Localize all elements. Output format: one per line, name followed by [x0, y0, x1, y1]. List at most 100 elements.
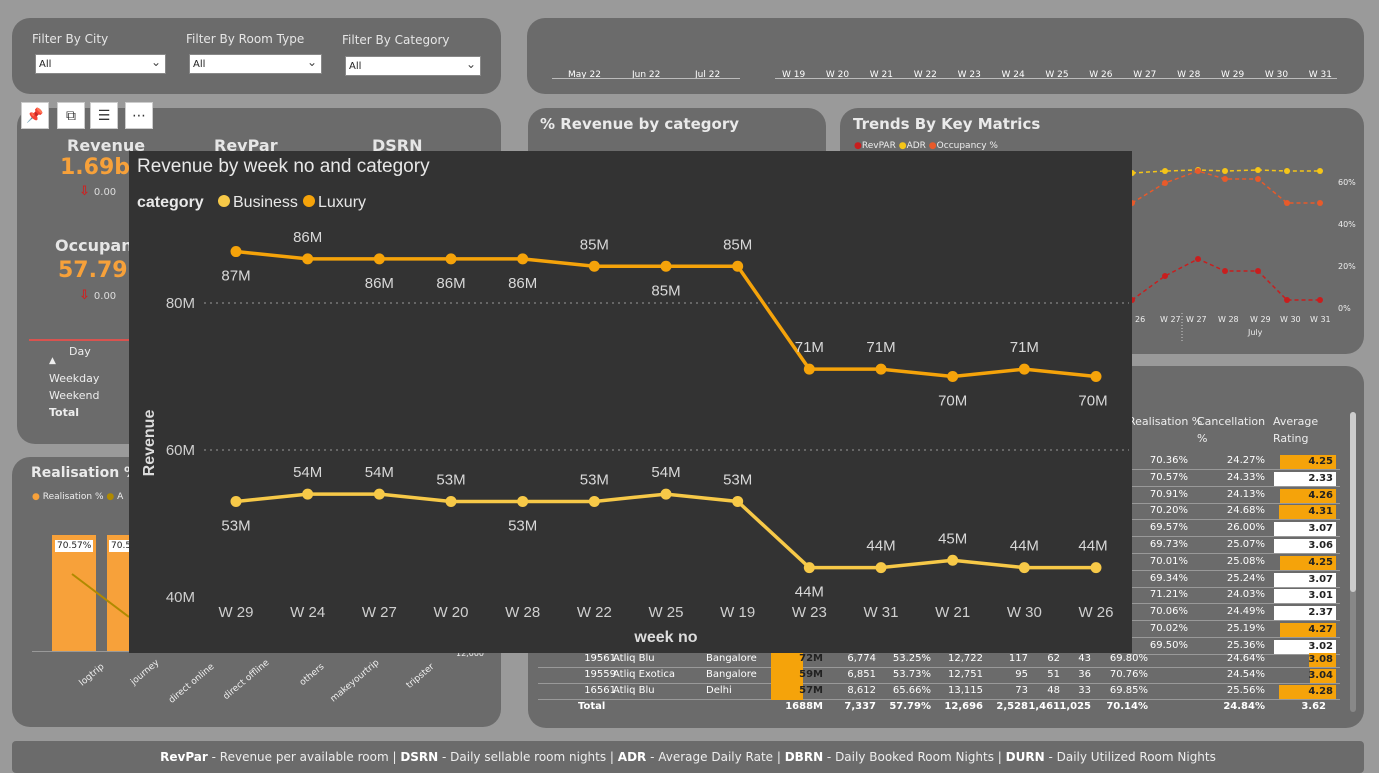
data-point — [517, 495, 529, 507]
table-row[interactable]: 69.73% 25.07% 3.06 — [1128, 538, 1340, 554]
cell-c2: 65.66% — [892, 685, 931, 696]
data-point — [1090, 562, 1102, 574]
city-filter-select[interactable]: All ⌄ — [35, 54, 166, 74]
x-tick: W 27 — [1160, 315, 1181, 324]
room-type-filter-select[interactable]: All ⌄ — [189, 54, 322, 74]
revenue-by-week-chart[interactable]: Revenue by week no and category category… — [129, 151, 1132, 653]
x-tick: W 27 — [1186, 315, 1207, 324]
cell-c6: 36 — [1078, 669, 1091, 680]
x-tick-label: W 21 — [935, 604, 970, 621]
total-c2: 57.79% — [889, 701, 931, 712]
footer-desc: - Average Daily Rate | — [646, 750, 785, 764]
overlay-series: 87M 86M 86M 86M 86M 85M 85M 85M 71M 71M 70M 71M 70M 5… — [221, 229, 1107, 601]
table-row[interactable]: 71.21% 24.03% 3.01 — [1128, 588, 1340, 605]
week-option[interactable]: W 25 — [1045, 70, 1069, 80]
bar-data-label: 70.5 — [109, 540, 134, 552]
rating-value: 3.02 — [1274, 639, 1336, 654]
table-row[interactable]: 16561 Atliq Blu Delhi 57M 8,612 65.66% 13,115 7… — [538, 684, 1340, 700]
realisation-legend: ● Realisation % ● A — [32, 492, 123, 502]
x-tick: W 29 — [1250, 315, 1271, 324]
week-divider — [775, 78, 1337, 79]
col-header-rating[interactable]: Average Rating — [1273, 415, 1319, 445]
data-label: 45M — [938, 530, 967, 547]
cell-realisation: 70.20% — [1149, 505, 1188, 517]
y-tick-label: 80M — [166, 295, 195, 312]
legend-dot: ● — [854, 141, 862, 151]
table-row[interactable]: 70.06% 24.49% 2.37 — [1128, 605, 1340, 622]
week-option[interactable]: W 20 — [825, 70, 850, 80]
month-option[interactable]: Jul 22 — [695, 70, 721, 80]
x-tick-label: W 31 — [863, 604, 898, 621]
table-row[interactable]: 70.91% 24.13% 4.26 — [1128, 488, 1340, 504]
data-point — [373, 253, 385, 265]
cell-realisation: 69.34% — [1149, 572, 1188, 584]
table-row[interactable]: 70.02% 25.19% 4.27 — [1128, 622, 1340, 638]
rating-value: 2.37 — [1274, 606, 1336, 621]
category-filter-select[interactable]: All ⌄ — [345, 56, 481, 76]
week-option[interactable]: W 26 — [1089, 70, 1113, 80]
realisation-title: Realisation % a — [31, 465, 153, 481]
data-point — [732, 260, 744, 272]
table-row[interactable]: 70.57% 24.33% 2.33 — [1128, 471, 1340, 487]
week-option[interactable]: W 31 — [1308, 70, 1333, 80]
overlay-chart-title: Revenue by week no and category — [137, 156, 430, 177]
realisation-bar[interactable] — [52, 535, 96, 651]
rating-bar — [1279, 623, 1336, 637]
cell-id: 16561 — [584, 685, 616, 696]
table-row[interactable]: 19559 Atliq Exotica Bangalore 59M 6,851 53.73… — [538, 668, 1340, 684]
table-row[interactable]: 19561 Atliq Blu Bangalore 72M 6,774 53.25% 12,… — [538, 652, 1340, 668]
week-option[interactable]: W 19 — [782, 70, 806, 80]
overlay-legend-title: category — [137, 194, 204, 211]
revenue-title: Revenue — [67, 136, 146, 155]
data-point — [947, 371, 959, 382]
data-point — [302, 488, 314, 500]
data-label: 86M — [508, 275, 537, 292]
week-option[interactable]: W 23 — [957, 70, 981, 80]
overlay-x-label: week no — [633, 629, 697, 646]
data-label: 54M — [293, 464, 322, 481]
cell-realisation: 70.76% — [1109, 669, 1148, 680]
data-label: 44M — [866, 538, 895, 555]
week-option[interactable]: W 24 — [1001, 70, 1025, 80]
week-option[interactable]: W 22 — [913, 70, 937, 80]
realisation-bar[interactable] — [107, 535, 132, 651]
cell-realisation: 69.80% — [1109, 653, 1148, 664]
scrollbar-thumb[interactable] — [1350, 412, 1356, 592]
cell-cancellation: 24.64% — [1226, 653, 1265, 664]
table-row[interactable]: 70.20% 24.68% 4.31 — [1128, 504, 1340, 521]
cell-realisation: 69.73% — [1149, 539, 1188, 550]
week-option[interactable]: W 21 — [869, 70, 894, 80]
revenue-value: 1.69b — [60, 155, 131, 180]
more-icon[interactable]: ⋯ — [125, 102, 153, 129]
rating-value: 3.06 — [1274, 539, 1336, 553]
week-option[interactable]: W 28 — [1177, 70, 1201, 80]
table-row[interactable]: 69.57% 26.00% 3.07 — [1128, 521, 1340, 538]
table-row[interactable]: 70.36% 24.27% 4.25 — [1128, 454, 1340, 470]
month-option[interactable]: Jun 22 — [632, 70, 661, 80]
week-option[interactable]: W 30 — [1264, 70, 1289, 80]
week-option[interactable]: W 27 — [1133, 70, 1157, 80]
table-scrollbar[interactable] — [1350, 412, 1356, 712]
footer-desc: - Revenue per available room | — [207, 750, 401, 764]
pin-icon[interactable]: 📌 — [21, 102, 49, 129]
copy-icon[interactable]: ⧉ — [57, 102, 85, 129]
dsrn-title: DSRN — [372, 136, 423, 155]
table-row[interactable]: 69.50% 25.36% 3.02 — [1128, 639, 1340, 655]
day-row-weekend: Weekend — [49, 389, 100, 402]
chevron-down-icon: ⌄ — [306, 55, 317, 69]
col-header-cancellation[interactable]: Cancellation % — [1197, 415, 1266, 445]
legend-marker — [303, 195, 315, 207]
rating-value: 3.01 — [1274, 589, 1336, 604]
revenue-delta-value: 0.00 — [93, 187, 117, 198]
table-row[interactable]: 70.01% 25.08% 4.25 — [1128, 555, 1340, 571]
col-header-realisation[interactable]: Realisation % — [1128, 415, 1203, 428]
day-table-header[interactable]: Day — [69, 345, 91, 358]
cell-c4: 73 — [1015, 685, 1028, 696]
filter-icon[interactable]: ☰ — [90, 102, 118, 129]
category-filter-value: All — [349, 61, 362, 72]
cell-id: 19559 — [584, 669, 616, 680]
week-option[interactable]: W 29 — [1221, 70, 1245, 80]
footer-abbr: ADR — [617, 750, 647, 764]
month-option[interactable]: May 22 — [568, 70, 601, 80]
table-row[interactable]: 69.34% 25.24% 3.07 — [1128, 572, 1340, 588]
